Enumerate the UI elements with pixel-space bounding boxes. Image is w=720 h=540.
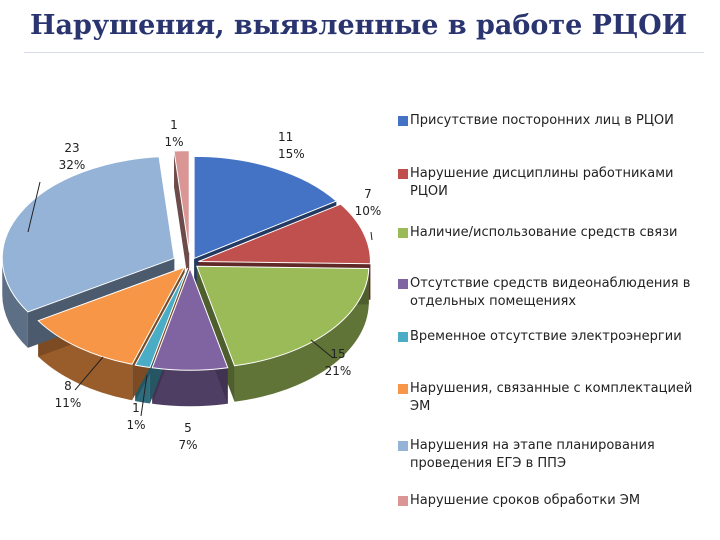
data-label-percent-4: 1% <box>126 418 145 432</box>
pie-side-6 <box>2 258 28 348</box>
legend-swatch-7 <box>398 496 408 506</box>
legend-label-3: Отсутствие средств видеонаблюдения в отд… <box>410 276 691 309</box>
data-label-2: 15 21% <box>325 347 352 378</box>
legend-label-5: Нарушения, связанные с комплектацией ЭМ <box>410 381 693 414</box>
pie-side-3 <box>152 367 228 407</box>
data-label-value-1: 7 <box>364 187 372 201</box>
legend-label-1: Нарушение дисциплины работниками РЦОИ <box>410 166 674 199</box>
data-label-value-0: 11 <box>278 130 293 144</box>
data-label-5: 8 11% <box>55 379 82 410</box>
legend-swatch-1 <box>398 169 408 179</box>
legend-item-3: Отсутствие средств видеонаблюдения в отд… <box>398 275 713 311</box>
legend-item-1: Нарушение дисциплины работниками РЦОИ <box>398 165 713 201</box>
legend-label-4: Временное отсутствие электроэнергии <box>410 329 682 344</box>
legend-item-4: Временное отсутствие электроэнергии <box>398 328 713 346</box>
leader-line-2 <box>310 339 334 359</box>
data-label-6: 23 32% <box>59 141 86 172</box>
pie-slice-2 <box>196 265 370 367</box>
data-label-percent-7: 1% <box>164 135 183 149</box>
data-label-percent-1: 10% <box>355 204 382 218</box>
pie-wall-7-0 <box>174 151 190 289</box>
leader-line-1 <box>370 231 373 241</box>
pie-slice-6 <box>1 156 175 313</box>
pie-chart: 11 15%7 10%15 21%5 7%1 1%8 11%23 32%1 1% <box>1 118 382 452</box>
data-label-value-2: 15 <box>330 347 345 361</box>
data-label-percent-6: 32% <box>59 158 86 172</box>
data-label-value-7: 1 <box>170 118 178 132</box>
legend-item-2: Наличие/использование средств связи <box>398 224 713 242</box>
legend-item-0: Присутствие посторонних лиц в РЦОИ <box>398 112 713 130</box>
legend-swatch-4 <box>398 332 408 342</box>
legend-label-6: Нарушения на этапе планирования проведен… <box>410 438 655 471</box>
data-label-4: 1 1% <box>126 401 145 432</box>
legend-item-7: Нарушение сроков обработки ЭМ <box>398 492 713 510</box>
title-divider <box>24 52 704 53</box>
pie-slice-4 <box>134 267 189 369</box>
data-label-percent-5: 11% <box>55 396 82 410</box>
data-label-3: 5 7% <box>178 421 197 452</box>
data-label-percent-2: 21% <box>325 364 352 378</box>
data-label-1: 7 10% <box>355 187 382 218</box>
pie-slice-7 <box>173 150 190 253</box>
legend-label-7: Нарушение сроков обработки ЭМ <box>410 493 641 508</box>
legend-swatch-0 <box>398 116 408 126</box>
data-label-7: 1 1% <box>164 118 183 149</box>
page-title: Нарушения, выявленные в работе РЦОИ <box>30 10 688 41</box>
data-label-value-6: 23 <box>64 141 79 155</box>
pie-slice-5 <box>37 266 186 365</box>
pie-side-2 <box>234 268 369 402</box>
pie-slice-1 <box>198 203 371 265</box>
leader-line-4 <box>140 374 148 417</box>
legend-item-6: Нарушения на этапе планирования проведен… <box>398 437 713 473</box>
pie-slice-3 <box>151 266 229 371</box>
pie-slice-0 <box>193 155 338 260</box>
legend-swatch-5 <box>398 384 408 394</box>
leader-line-6 <box>27 181 41 233</box>
data-label-value-5: 8 <box>64 379 72 393</box>
legend-swatch-2 <box>398 228 408 238</box>
data-label-value-4: 1 <box>132 401 140 415</box>
data-label-percent-3: 7% <box>178 438 197 452</box>
data-label-0: 11 15% <box>278 130 305 161</box>
legend-swatch-6 <box>398 441 408 451</box>
legend-swatch-3 <box>398 279 408 289</box>
data-label-percent-0: 15% <box>278 147 305 161</box>
legend-label-2: Наличие/использование средств связи <box>410 225 678 240</box>
data-label-value-3: 5 <box>184 421 192 435</box>
legend-item-5: Нарушения, связанные с комплектацией ЭМ <box>398 380 713 416</box>
legend-label-0: Присутствие посторонних лиц в РЦОИ <box>410 113 674 128</box>
leader-line-5 <box>74 356 104 391</box>
